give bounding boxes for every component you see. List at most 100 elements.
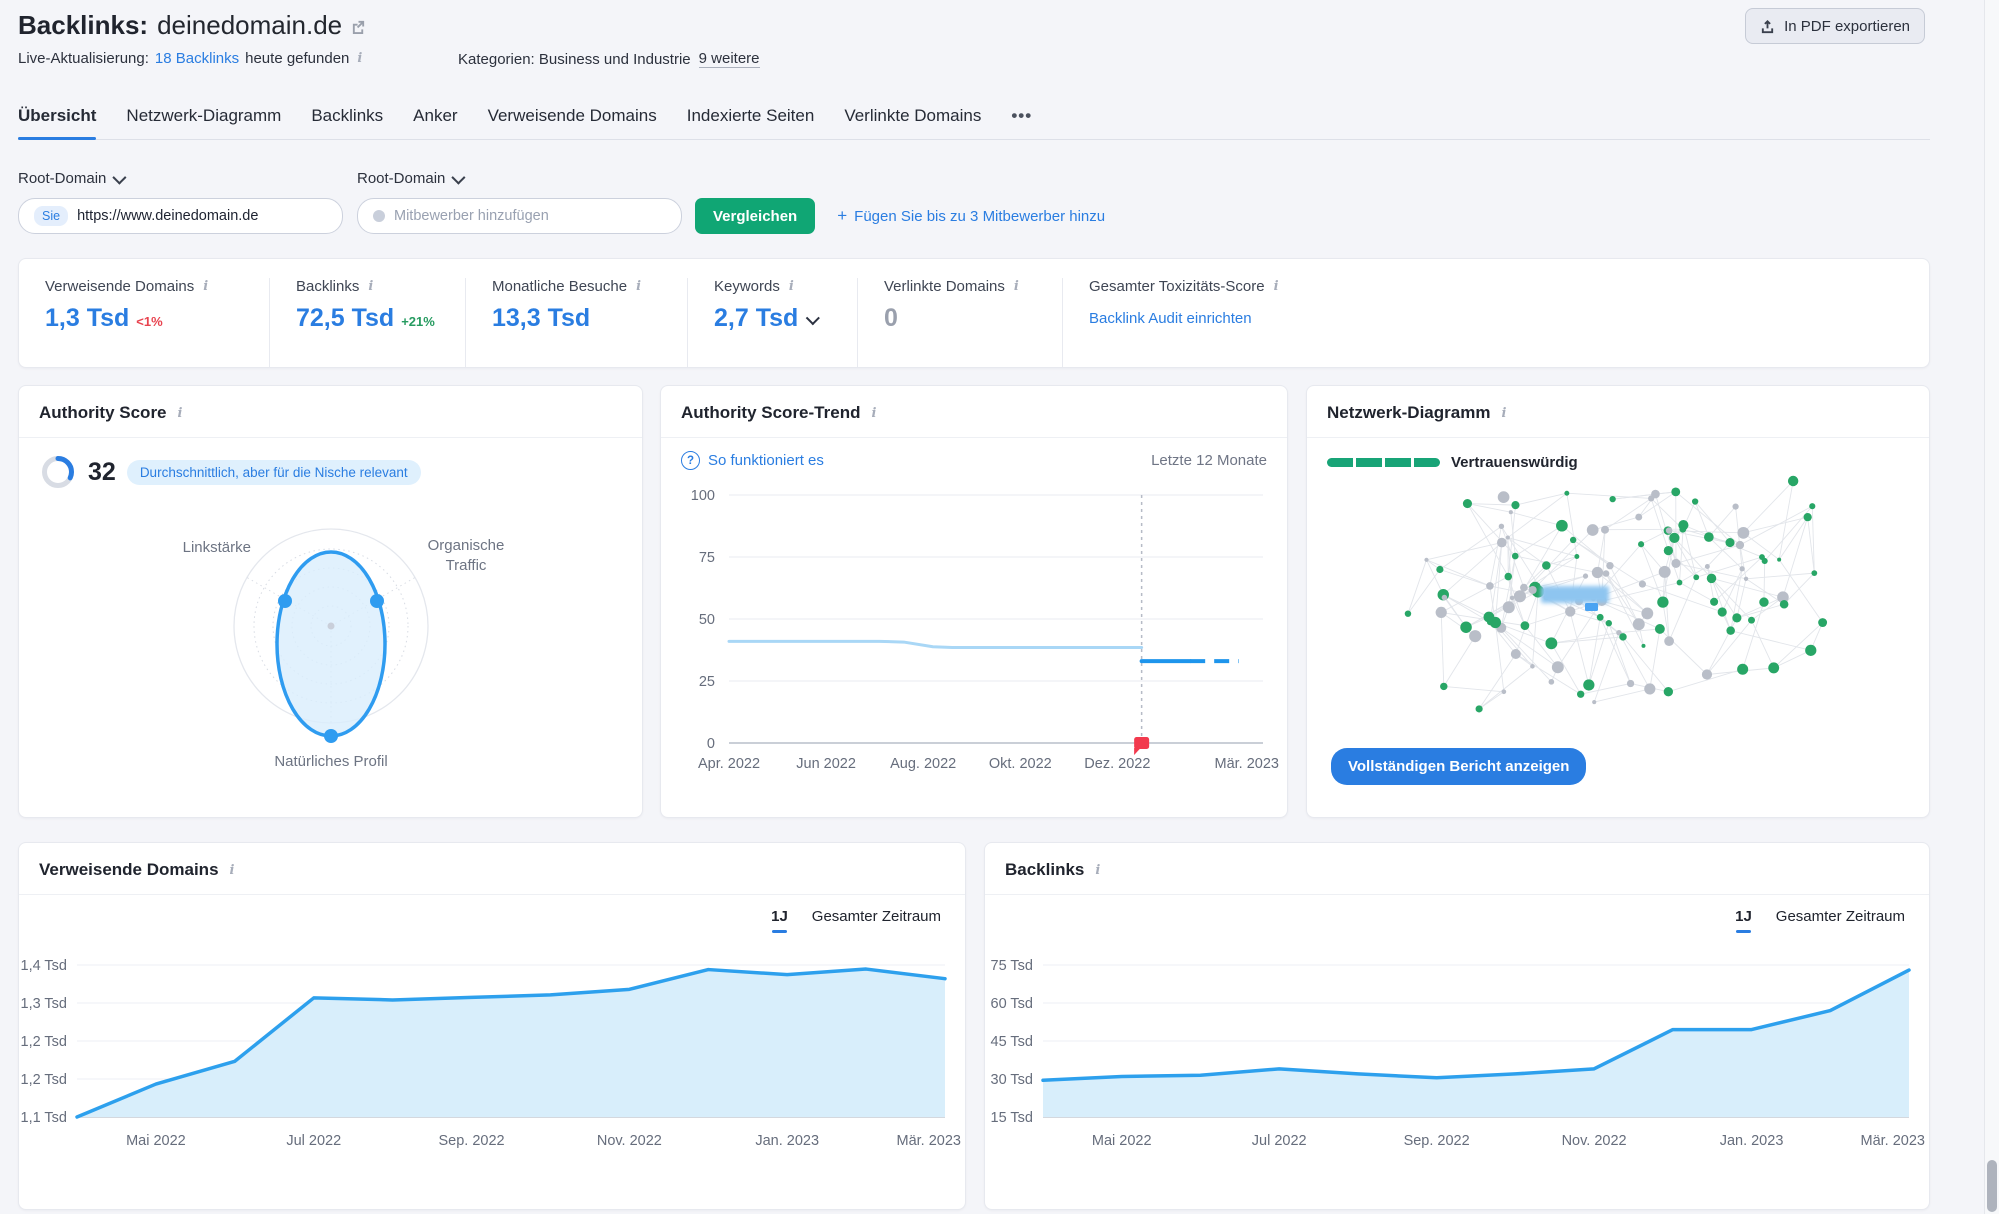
network-edge <box>1580 683 1631 695</box>
trust-bars-icon <box>1327 458 1440 467</box>
network-edge <box>1439 525 1502 570</box>
page-title: Backlinks: deinedomain.de <box>18 10 366 41</box>
range-1y-toggle[interactable]: 1J <box>1735 908 1752 933</box>
x-tick-label: Dez. 2022 <box>1084 756 1150 772</box>
tab-verlinkte-domains[interactable]: Verlinkte Domains <box>844 106 982 125</box>
network-edge <box>1711 578 1738 619</box>
referring-domains-area-chart: 1,4 Tsd 1,3 Tsd 1,2 Tsd 1,2 Tsd 1,1 Tsd Mai 2… <box>21 958 962 1149</box>
tab-verweisende-domains[interactable]: Verweisende Domains <box>487 106 657 125</box>
network-edge <box>1778 516 1809 560</box>
info-icon[interactable]: i <box>788 279 794 294</box>
network-node-gray <box>1641 607 1654 620</box>
network-edge <box>1640 544 1664 603</box>
metric-delta: +21% <box>401 314 435 329</box>
network-node-gray <box>1664 636 1674 647</box>
y-tick-label: 1,2 Tsd <box>21 1034 68 1050</box>
info-icon[interactable]: i <box>357 51 363 66</box>
network-node-gray <box>1658 565 1671 578</box>
categories-more-link[interactable]: 9 weitere <box>698 50 760 68</box>
network-edge <box>1550 643 1582 695</box>
network-node-green <box>1654 623 1665 634</box>
info-icon[interactable]: i <box>177 405 183 421</box>
x-tick-label: Jul 2022 <box>1252 1133 1307 1149</box>
network-edge <box>1440 612 1445 687</box>
network-node-gray <box>1441 594 1448 601</box>
info-icon[interactable]: i <box>871 405 877 421</box>
more-tabs-button[interactable]: ••• <box>1011 106 1033 125</box>
network-edge <box>1618 632 1651 690</box>
how-it-works-link[interactable]: ? So funktioniert es <box>681 451 824 470</box>
network-edge <box>1593 632 1620 703</box>
network-node-green <box>1638 541 1645 548</box>
network-node-green <box>1605 620 1613 627</box>
compare-button[interactable]: Vergleichen <box>695 198 816 234</box>
y-tick-label: 1,4 Tsd <box>21 958 68 974</box>
info-icon[interactable]: i <box>203 279 209 294</box>
competitor-input[interactable]: Mitbewerber hinzufügen <box>357 198 682 234</box>
network-edge <box>1751 619 1775 669</box>
network-node-gray <box>1497 491 1510 503</box>
network-node-green <box>1777 557 1782 562</box>
network-edge <box>1668 668 1743 693</box>
tab-netzwerk-diagramm[interactable]: Netzwerk-Diagramm <box>126 106 282 125</box>
network-edge <box>1515 492 1567 506</box>
page-title-prefix: Backlinks: <box>18 10 149 40</box>
range-all-toggle[interactable]: Gesamter Zeitraum <box>811 908 941 925</box>
info-icon[interactable]: i <box>1273 279 1279 294</box>
network-edge <box>1439 569 1491 587</box>
network-edge <box>1489 542 1503 623</box>
network-edge <box>1569 612 1590 686</box>
root-domain-dropdown-1[interactable]: Root-Domain <box>18 170 127 187</box>
tab-anker[interactable]: Anker <box>413 106 458 125</box>
network-edge <box>1531 591 1539 667</box>
metric-keywords: Keywords i 2,7 Tsd <box>687 278 857 367</box>
info-icon[interactable]: i <box>1501 405 1507 421</box>
info-icon[interactable]: i <box>368 279 374 294</box>
add-competitors-link[interactable]: + Fügen Sie bis zu 3 Mitbewerber hinzu <box>837 206 1105 226</box>
full-report-button[interactable]: Vollständigen Bericht anzeigen <box>1331 748 1587 785</box>
info-icon[interactable]: i <box>1013 279 1019 294</box>
network-node-gray <box>1505 535 1510 540</box>
info-icon[interactable]: i <box>1095 862 1101 878</box>
external-link-icon[interactable] <box>351 19 366 34</box>
network-edge <box>1444 597 1467 628</box>
vertical-scrollbar[interactable] <box>1984 0 1999 1214</box>
network-node-gray <box>1671 558 1681 568</box>
how-it-works-label: So funktioniert es <box>708 452 824 469</box>
tab-indexierte-seiten[interactable]: Indexierte Seiten <box>686 106 815 125</box>
network-node-green <box>1609 495 1616 503</box>
export-pdf-label: In PDF exportieren <box>1784 17 1910 35</box>
main-domain-input[interactable]: Sie https://www.deinedomain.de <box>18 198 343 234</box>
network-node-green <box>1710 597 1719 606</box>
backlink-audit-link[interactable]: Backlink Audit einrichten <box>1089 310 1252 327</box>
radar-center-dot <box>327 622 335 630</box>
range-toggle: 1J Gesamter Zeitraum <box>1009 908 1905 933</box>
tab-backlinks[interactable]: Backlinks <box>311 106 384 125</box>
range-1y-toggle[interactable]: 1J <box>771 908 788 933</box>
network-edge <box>1668 577 1697 642</box>
range-all-toggle[interactable]: Gesamter Zeitraum <box>1775 908 1905 925</box>
info-icon[interactable]: i <box>636 279 642 294</box>
you-badge: Sie <box>34 206 69 226</box>
network-edge <box>1736 578 1747 618</box>
radar-axis-label: Organische <box>428 537 505 554</box>
range-note: Letzte 12 Monate <box>1151 452 1267 469</box>
network-node-gray <box>1502 601 1515 614</box>
y-tick-label: 25 <box>699 674 715 690</box>
network-edge <box>1566 493 1578 557</box>
keywords-dropdown-chevron[interactable] <box>806 311 821 326</box>
network-node-green <box>1545 637 1558 650</box>
trend-past-line <box>727 639 1144 650</box>
x-tick-label: Sep. 2022 <box>438 1133 504 1149</box>
network-node-gray <box>1501 689 1507 695</box>
export-pdf-button[interactable]: In PDF exportieren <box>1745 8 1925 44</box>
tab-uebersicht[interactable]: Übersicht <box>18 106 97 140</box>
network-edge <box>1524 625 1559 668</box>
network-edge <box>1736 596 1784 619</box>
network-edge <box>1782 517 1809 598</box>
radar-axis-label: Linkstärke <box>183 539 251 556</box>
info-icon[interactable]: i <box>229 862 235 878</box>
live-backlinks-link[interactable]: 18 Backlinks <box>154 50 240 67</box>
root-domain-dropdown-2[interactable]: Root-Domain <box>357 170 466 187</box>
scrollbar-thumb[interactable] <box>1987 1160 1997 1212</box>
